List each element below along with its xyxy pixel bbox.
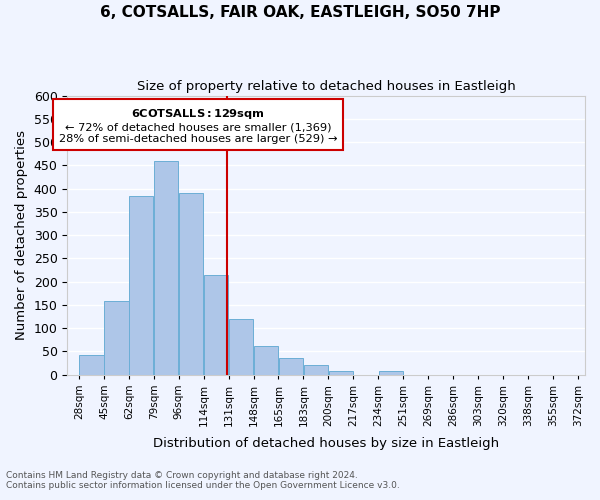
Bar	[154, 161, 178, 374]
Text: 6, COTSALLS, FAIR OAK, EASTLEIGH, SO50 7HP: 6, COTSALLS, FAIR OAK, EASTLEIGH, SO50 7…	[100, 5, 500, 20]
Bar	[204, 274, 228, 374]
Bar	[229, 319, 253, 374]
Y-axis label: Number of detached properties: Number of detached properties	[15, 130, 28, 340]
Text: Contains HM Land Registry data © Crown copyright and database right 2024.
Contai: Contains HM Land Registry data © Crown c…	[6, 470, 400, 490]
Bar	[329, 372, 353, 374]
Bar	[279, 358, 303, 374]
Bar	[304, 366, 328, 374]
Bar	[104, 301, 128, 374]
Bar	[254, 346, 278, 374]
Bar	[179, 194, 203, 374]
Bar	[129, 196, 154, 374]
X-axis label: Distribution of detached houses by size in Eastleigh: Distribution of detached houses by size …	[153, 437, 499, 450]
Bar	[79, 355, 104, 374]
Text: $\bf{6 COTSALLS: 129sqm}$
← 72% of detached houses are smaller (1,369)
28% of se: $\bf{6 COTSALLS: 129sqm}$ ← 72% of detac…	[59, 107, 337, 144]
Title: Size of property relative to detached houses in Eastleigh: Size of property relative to detached ho…	[137, 80, 515, 93]
Bar	[379, 371, 403, 374]
